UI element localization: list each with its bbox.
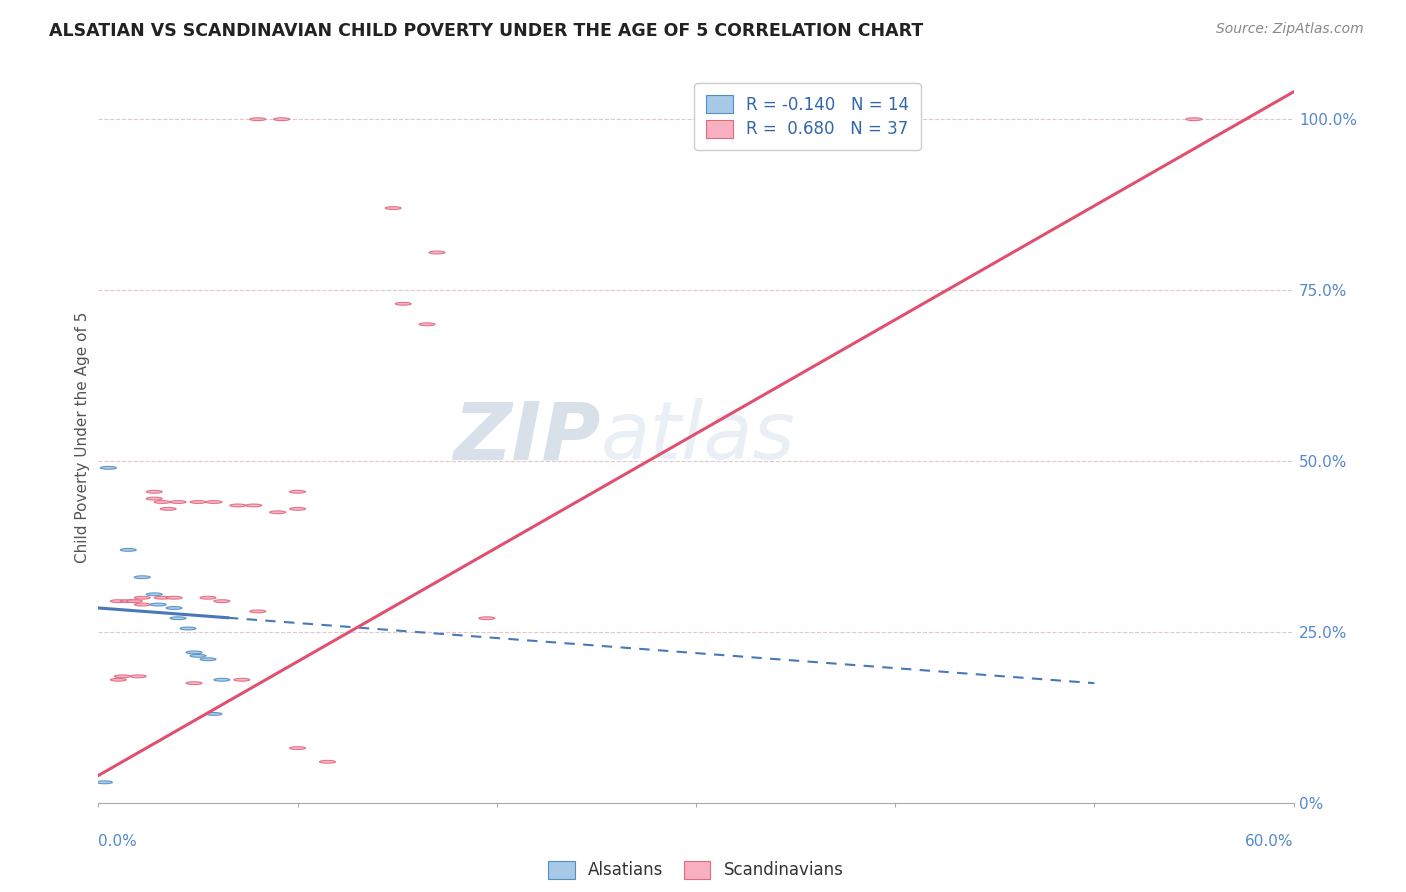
Ellipse shape [160,508,176,510]
Ellipse shape [190,655,207,657]
Ellipse shape [479,617,495,620]
Text: atlas: atlas [600,398,796,476]
Ellipse shape [1187,118,1202,120]
Ellipse shape [135,597,150,599]
Ellipse shape [131,675,146,678]
Text: 0.0%: 0.0% [98,834,138,849]
Ellipse shape [155,500,170,503]
Ellipse shape [290,747,305,749]
Legend: Alsatians, Scandinavians: Alsatians, Scandinavians [541,854,851,886]
Ellipse shape [121,549,136,551]
Ellipse shape [170,617,186,620]
Ellipse shape [121,599,136,603]
Ellipse shape [214,678,231,681]
Ellipse shape [146,491,162,493]
Ellipse shape [155,597,170,599]
Ellipse shape [207,500,222,503]
Ellipse shape [200,597,217,599]
Ellipse shape [231,504,246,507]
Ellipse shape [274,118,290,120]
Text: 60.0%: 60.0% [1246,834,1294,849]
Ellipse shape [385,207,401,210]
Ellipse shape [135,603,150,606]
Ellipse shape [166,597,183,599]
Ellipse shape [290,508,305,510]
Text: ZIP: ZIP [453,398,600,476]
Ellipse shape [319,760,336,764]
Y-axis label: Child Poverty Under the Age of 5: Child Poverty Under the Age of 5 [75,311,90,563]
Ellipse shape [150,603,166,606]
Ellipse shape [111,678,127,681]
Ellipse shape [250,118,266,120]
Ellipse shape [233,678,250,681]
Ellipse shape [190,500,207,503]
Ellipse shape [186,681,202,684]
Ellipse shape [250,610,266,613]
Ellipse shape [270,511,285,514]
Ellipse shape [135,576,150,579]
Ellipse shape [111,599,127,603]
Ellipse shape [170,500,186,503]
Text: Source: ZipAtlas.com: Source: ZipAtlas.com [1216,22,1364,37]
Ellipse shape [146,497,162,500]
Ellipse shape [146,593,162,596]
Ellipse shape [166,607,183,609]
Ellipse shape [395,302,411,305]
Ellipse shape [214,599,231,603]
Ellipse shape [100,467,117,469]
Ellipse shape [114,675,131,678]
Ellipse shape [246,504,262,507]
Ellipse shape [186,651,202,654]
Ellipse shape [429,252,446,254]
Ellipse shape [127,599,142,603]
Ellipse shape [290,491,305,493]
Ellipse shape [207,713,222,715]
Ellipse shape [200,657,217,661]
Ellipse shape [419,323,434,326]
Ellipse shape [97,780,112,784]
Text: ALSATIAN VS SCANDINAVIAN CHILD POVERTY UNDER THE AGE OF 5 CORRELATION CHART: ALSATIAN VS SCANDINAVIAN CHILD POVERTY U… [49,22,924,40]
Ellipse shape [180,627,195,630]
